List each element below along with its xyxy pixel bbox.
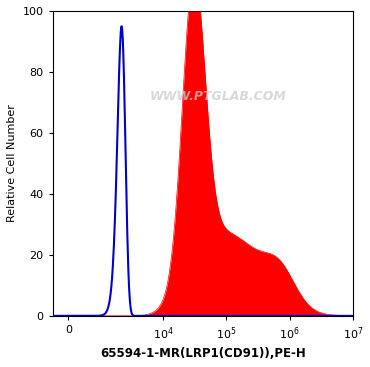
Y-axis label: Relative Cell Number: Relative Cell Number [7, 105, 17, 222]
X-axis label: 65594-1-MR(LRP1(CD91)),PE-H: 65594-1-MR(LRP1(CD91)),PE-H [100, 347, 306, 360]
Text: WWW.PTGLAB.COM: WWW.PTGLAB.COM [149, 90, 286, 103]
